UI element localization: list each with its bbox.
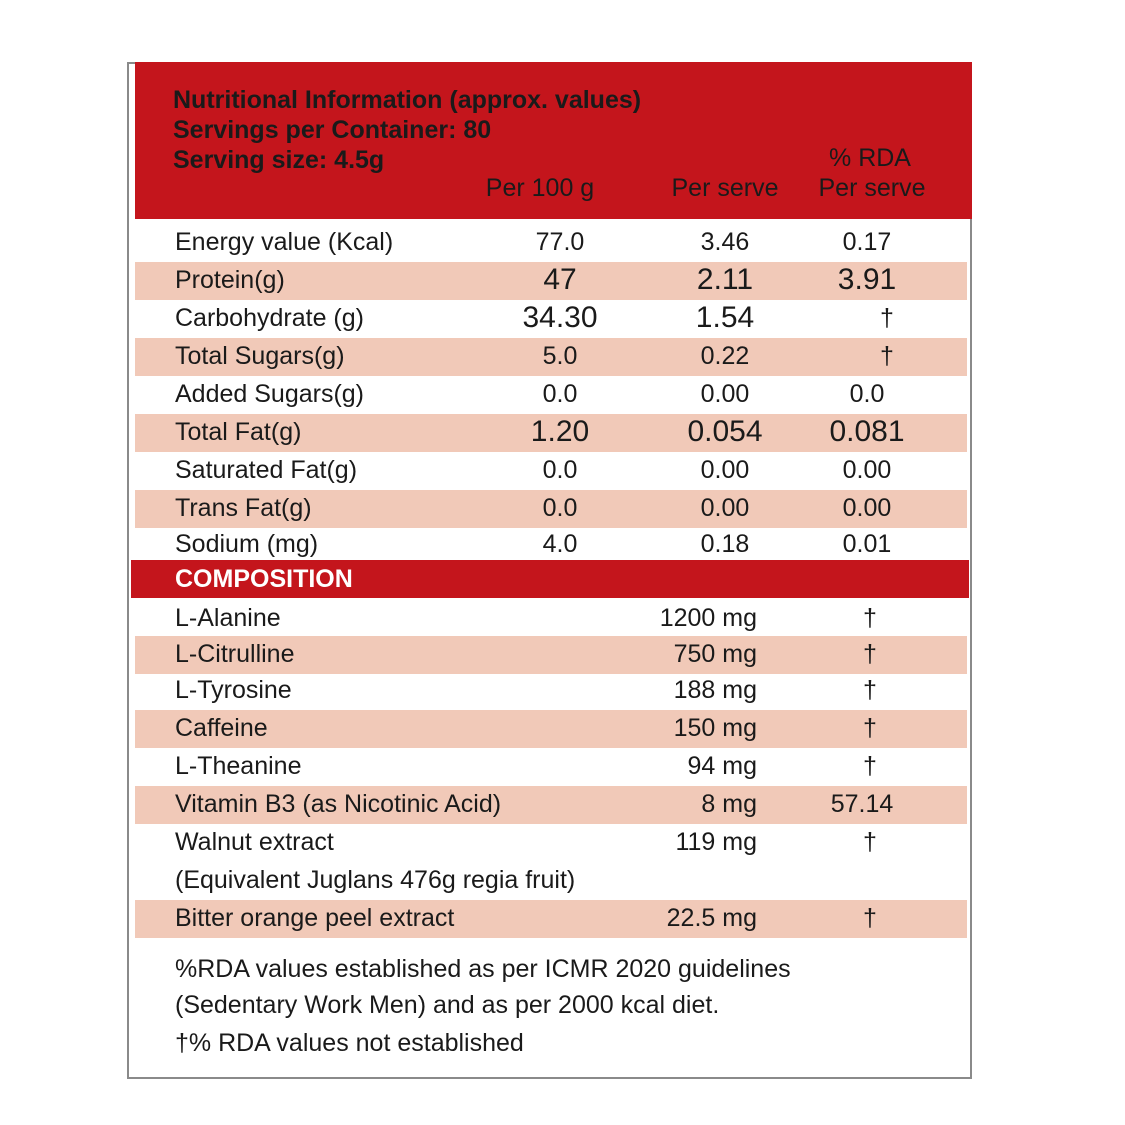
nutrient-name: Total Sugars(g) (175, 342, 345, 370)
nutrient-row: Trans Fat(g) 0.0 0.00 0.00 (135, 490, 967, 528)
walnut-equivalent-note: (Equivalent Juglans 476g regia fruit) (175, 866, 576, 894)
per-serve-value: 1.54 (695, 301, 755, 334)
rda-value: 0.00 (842, 494, 892, 522)
per-100g-value: 0.0 (542, 380, 578, 408)
col-rda-line1: % RDA (829, 144, 911, 172)
nutrient-row: Added Sugars(g) 0.0 0.00 0.0 (135, 376, 967, 414)
per-serve-value: 0.18 (700, 530, 750, 558)
composition-row: L-Citrulline 750 mg † (135, 636, 967, 674)
nutrient-name: Total Fat(g) (175, 418, 302, 446)
nutrient-row: Protein(g) 47 2.11 3.91 (135, 262, 967, 300)
footnote-diet-basis: (Sedentary Work Men) and as per 2000 kca… (175, 991, 720, 1019)
rda-value: † (880, 304, 894, 332)
nutrient-row: Sodium (mg) 4.0 0.18 0.01 (135, 526, 967, 564)
per-serve-value: 0.22 (700, 342, 750, 370)
nutrient-name: Saturated Fat(g) (175, 456, 358, 484)
ingredient-name: L-Citrulline (175, 640, 295, 668)
per-100g-value: 0.0 (542, 494, 578, 522)
rda-value: † (880, 342, 894, 370)
ingredient-amount: 119 mg (675, 828, 757, 856)
ingredient-name: L-Tyrosine (175, 676, 292, 704)
nutrient-name: Protein(g) (175, 266, 285, 294)
per-100g-value: 4.0 (542, 530, 578, 558)
composition-row: L-Theanine 94 mg † (135, 748, 967, 786)
rda-value: 0.01 (842, 530, 892, 558)
label-header: Nutritional Information (approx. values)… (135, 62, 972, 219)
nutrient-row: Carbohydrate (g) 34.30 1.54 † (135, 300, 967, 338)
ingredient-amount: 22.5 mg (666, 904, 757, 932)
per-100g-value: 0.0 (542, 456, 578, 484)
per-100g-value: 1.20 (530, 415, 590, 448)
rda-value: 3.91 (837, 263, 897, 296)
per-100g-value: 47 (543, 263, 577, 296)
ingredient-amount: 150 mg (673, 714, 757, 742)
per-serve-value: 0.054 (687, 415, 763, 448)
ingredient-rda: † (863, 828, 877, 856)
nutrient-name: Sodium (mg) (175, 530, 319, 558)
col-per-100g: Per 100 g (485, 174, 595, 202)
col-rda-line2: Per serve (818, 174, 926, 202)
composition-header: COMPOSITION (131, 560, 969, 598)
ingredient-name: Bitter orange peel extract (175, 904, 455, 932)
ingredient-rda: † (863, 640, 877, 668)
ingredient-name: Walnut extract (175, 828, 334, 856)
ingredient-rda: 57.14 (830, 790, 894, 818)
ingredient-amount: 8 mg (701, 790, 757, 818)
nutrient-row: Total Sugars(g) 5.0 0.22 † (135, 338, 967, 376)
nutrient-name: Energy value (Kcal) (175, 228, 394, 256)
composition-row: Caffeine 150 mg † (135, 710, 967, 748)
per-100g-value: 5.0 (542, 342, 578, 370)
ingredient-name: L-Theanine (175, 752, 302, 780)
composition-row: L-Tyrosine 188 mg † (135, 672, 967, 710)
ingredient-rda: † (863, 904, 877, 932)
label-title: Nutritional Information (approx. values) (173, 86, 642, 114)
rda-value: 0.00 (842, 456, 892, 484)
nutrient-name: Trans Fat(g) (175, 494, 312, 522)
per-serve-value: 0.00 (700, 456, 750, 484)
per-serve-value: 2.11 (696, 263, 754, 296)
composition-row: Vitamin B3 (as Nicotinic Acid) 8 mg 57.1… (135, 786, 967, 824)
servings-per-container: Servings per Container: 80 (173, 116, 492, 144)
ingredient-amount: 94 mg (687, 752, 757, 780)
rda-value: 0.081 (829, 415, 905, 448)
ingredient-amount: 188 mg (673, 676, 757, 704)
ingredient-rda: † (863, 714, 877, 742)
ingredient-rda: † (863, 676, 877, 704)
ingredient-amount: 1200 mg (659, 604, 757, 632)
ingredient-rda: † (863, 752, 877, 780)
per-serve-value: 3.46 (700, 228, 750, 256)
footnote-dagger: †% RDA values not established (175, 1029, 524, 1057)
per-serve-value: 0.00 (700, 494, 750, 522)
composition-row: Walnut extract 119 mg † (135, 824, 967, 862)
composition-row: Bitter orange peel extract 22.5 mg † (135, 900, 967, 938)
composition-row: L-Alanine 1200 mg † (135, 600, 967, 638)
ingredient-name: L-Alanine (175, 604, 281, 632)
ingredient-name: Vitamin B3 (as Nicotinic Acid) (175, 790, 502, 818)
nutrient-name: Added Sugars(g) (175, 380, 365, 408)
col-per-serve: Per serve (671, 174, 779, 202)
ingredient-name: Caffeine (175, 714, 268, 742)
per-100g-value: 77.0 (535, 228, 585, 256)
serving-size: Serving size: 4.5g (173, 146, 385, 174)
per-serve-value: 0.00 (700, 380, 750, 408)
nutrient-row: Energy value (Kcal) 77.0 3.46 0.17 (135, 224, 967, 262)
nutrient-name: Carbohydrate (g) (175, 304, 364, 332)
rda-value: 0.0 (849, 380, 885, 408)
ingredient-rda: † (863, 604, 877, 632)
rda-value: 0.17 (842, 228, 892, 256)
composition-title: COMPOSITION (175, 565, 353, 593)
nutrient-row: Total Fat(g) 1.20 0.054 0.081 (135, 414, 967, 452)
per-100g-value: 34.30 (522, 301, 598, 334)
nutrient-row: Saturated Fat(g) 0.0 0.00 0.00 (135, 452, 967, 490)
footnote-rda-source: %RDA values established as per ICMR 2020… (175, 955, 791, 983)
ingredient-amount: 750 mg (673, 640, 757, 668)
